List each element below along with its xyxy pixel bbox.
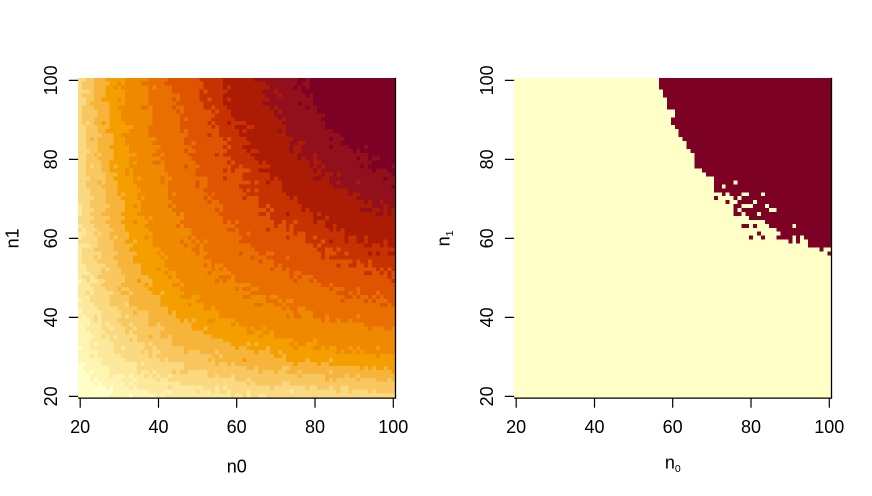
svg-text:20: 20 — [70, 417, 90, 437]
svg-text:40: 40 — [148, 417, 168, 437]
svg-text:80: 80 — [41, 149, 61, 169]
svg-text:20: 20 — [506, 417, 526, 437]
svg-text:80: 80 — [477, 149, 497, 169]
svg-text:60: 60 — [41, 228, 61, 248]
svg-text:80: 80 — [741, 417, 761, 437]
svg-text:40: 40 — [41, 307, 61, 327]
svg-text:40: 40 — [477, 307, 497, 327]
svg-text:100: 100 — [378, 417, 408, 437]
svg-text:60: 60 — [663, 417, 683, 437]
svg-text:60: 60 — [227, 417, 247, 437]
svg-text:100: 100 — [477, 65, 497, 95]
svg-text:100: 100 — [814, 417, 844, 437]
svg-text:100: 100 — [41, 65, 61, 95]
svg-text:n0: n0 — [227, 457, 247, 477]
svg-text:60: 60 — [477, 228, 497, 248]
svg-text:80: 80 — [305, 417, 325, 437]
svg-text:20: 20 — [477, 386, 497, 406]
svg-text:20: 20 — [41, 386, 61, 406]
svg-text:40: 40 — [584, 417, 604, 437]
svg-text:n1: n1 — [2, 228, 22, 248]
